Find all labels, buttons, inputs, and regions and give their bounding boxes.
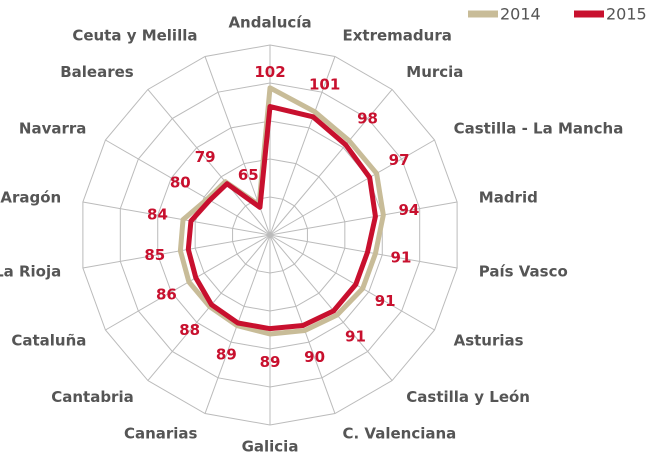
category-label: Cantabria	[51, 388, 134, 406]
data-label: 88	[179, 321, 200, 339]
data-label: 101	[309, 75, 340, 93]
category-label: Canarias	[124, 425, 198, 443]
data-label: 89	[216, 345, 237, 363]
spoke	[269, 234, 393, 381]
data-label: 85	[144, 246, 165, 264]
data-label: 90	[304, 348, 325, 366]
spoke	[82, 201, 271, 236]
data-label: 80	[170, 174, 191, 192]
data-label: 91	[345, 327, 366, 345]
legend-label: 2014	[500, 5, 541, 24]
series-line	[185, 104, 378, 332]
data-label: 91	[391, 249, 412, 267]
data-label: 86	[156, 285, 177, 303]
category-label: C. Valenciana	[343, 425, 457, 443]
data-label: 94	[398, 201, 419, 219]
category-label: País Vasco	[479, 262, 568, 280]
data-label: 97	[389, 151, 410, 169]
category-label: Cataluña	[11, 332, 86, 350]
spoke	[82, 234, 271, 269]
spoke	[269, 56, 336, 236]
category-label: Galicia	[242, 438, 299, 456]
category-label: La Rioja	[0, 262, 61, 280]
spoke	[269, 89, 393, 236]
category-label: Castilla y León	[406, 388, 530, 406]
category-label: Extremadura	[343, 26, 452, 44]
category-label: Navarra	[19, 120, 87, 138]
spoke	[147, 89, 271, 236]
category-label: Madrid	[479, 189, 538, 207]
legend-label: 2015	[606, 5, 647, 24]
data-label: 91	[375, 292, 396, 310]
spoke	[105, 139, 271, 236]
category-label: Ceuta y Melilla	[72, 26, 197, 44]
category-label: Asturias	[454, 332, 524, 350]
data-label: 84	[147, 206, 168, 224]
spoke	[269, 234, 435, 331]
spoke	[269, 234, 458, 269]
category-label: Murcia	[406, 63, 463, 81]
series-line	[177, 85, 386, 337]
category-label: Aragón	[0, 189, 61, 207]
data-label: 79	[195, 148, 216, 166]
data-label: 65	[238, 166, 259, 184]
data-label: 102	[254, 63, 285, 81]
spoke	[269, 201, 458, 236]
category-label: Andalucía	[228, 14, 311, 32]
data-label: 98	[357, 109, 378, 127]
spoke	[269, 139, 435, 236]
category-label: Baleares	[60, 63, 134, 81]
data-label: 89	[260, 353, 281, 371]
category-label: Castilla - La Mancha	[454, 120, 624, 138]
